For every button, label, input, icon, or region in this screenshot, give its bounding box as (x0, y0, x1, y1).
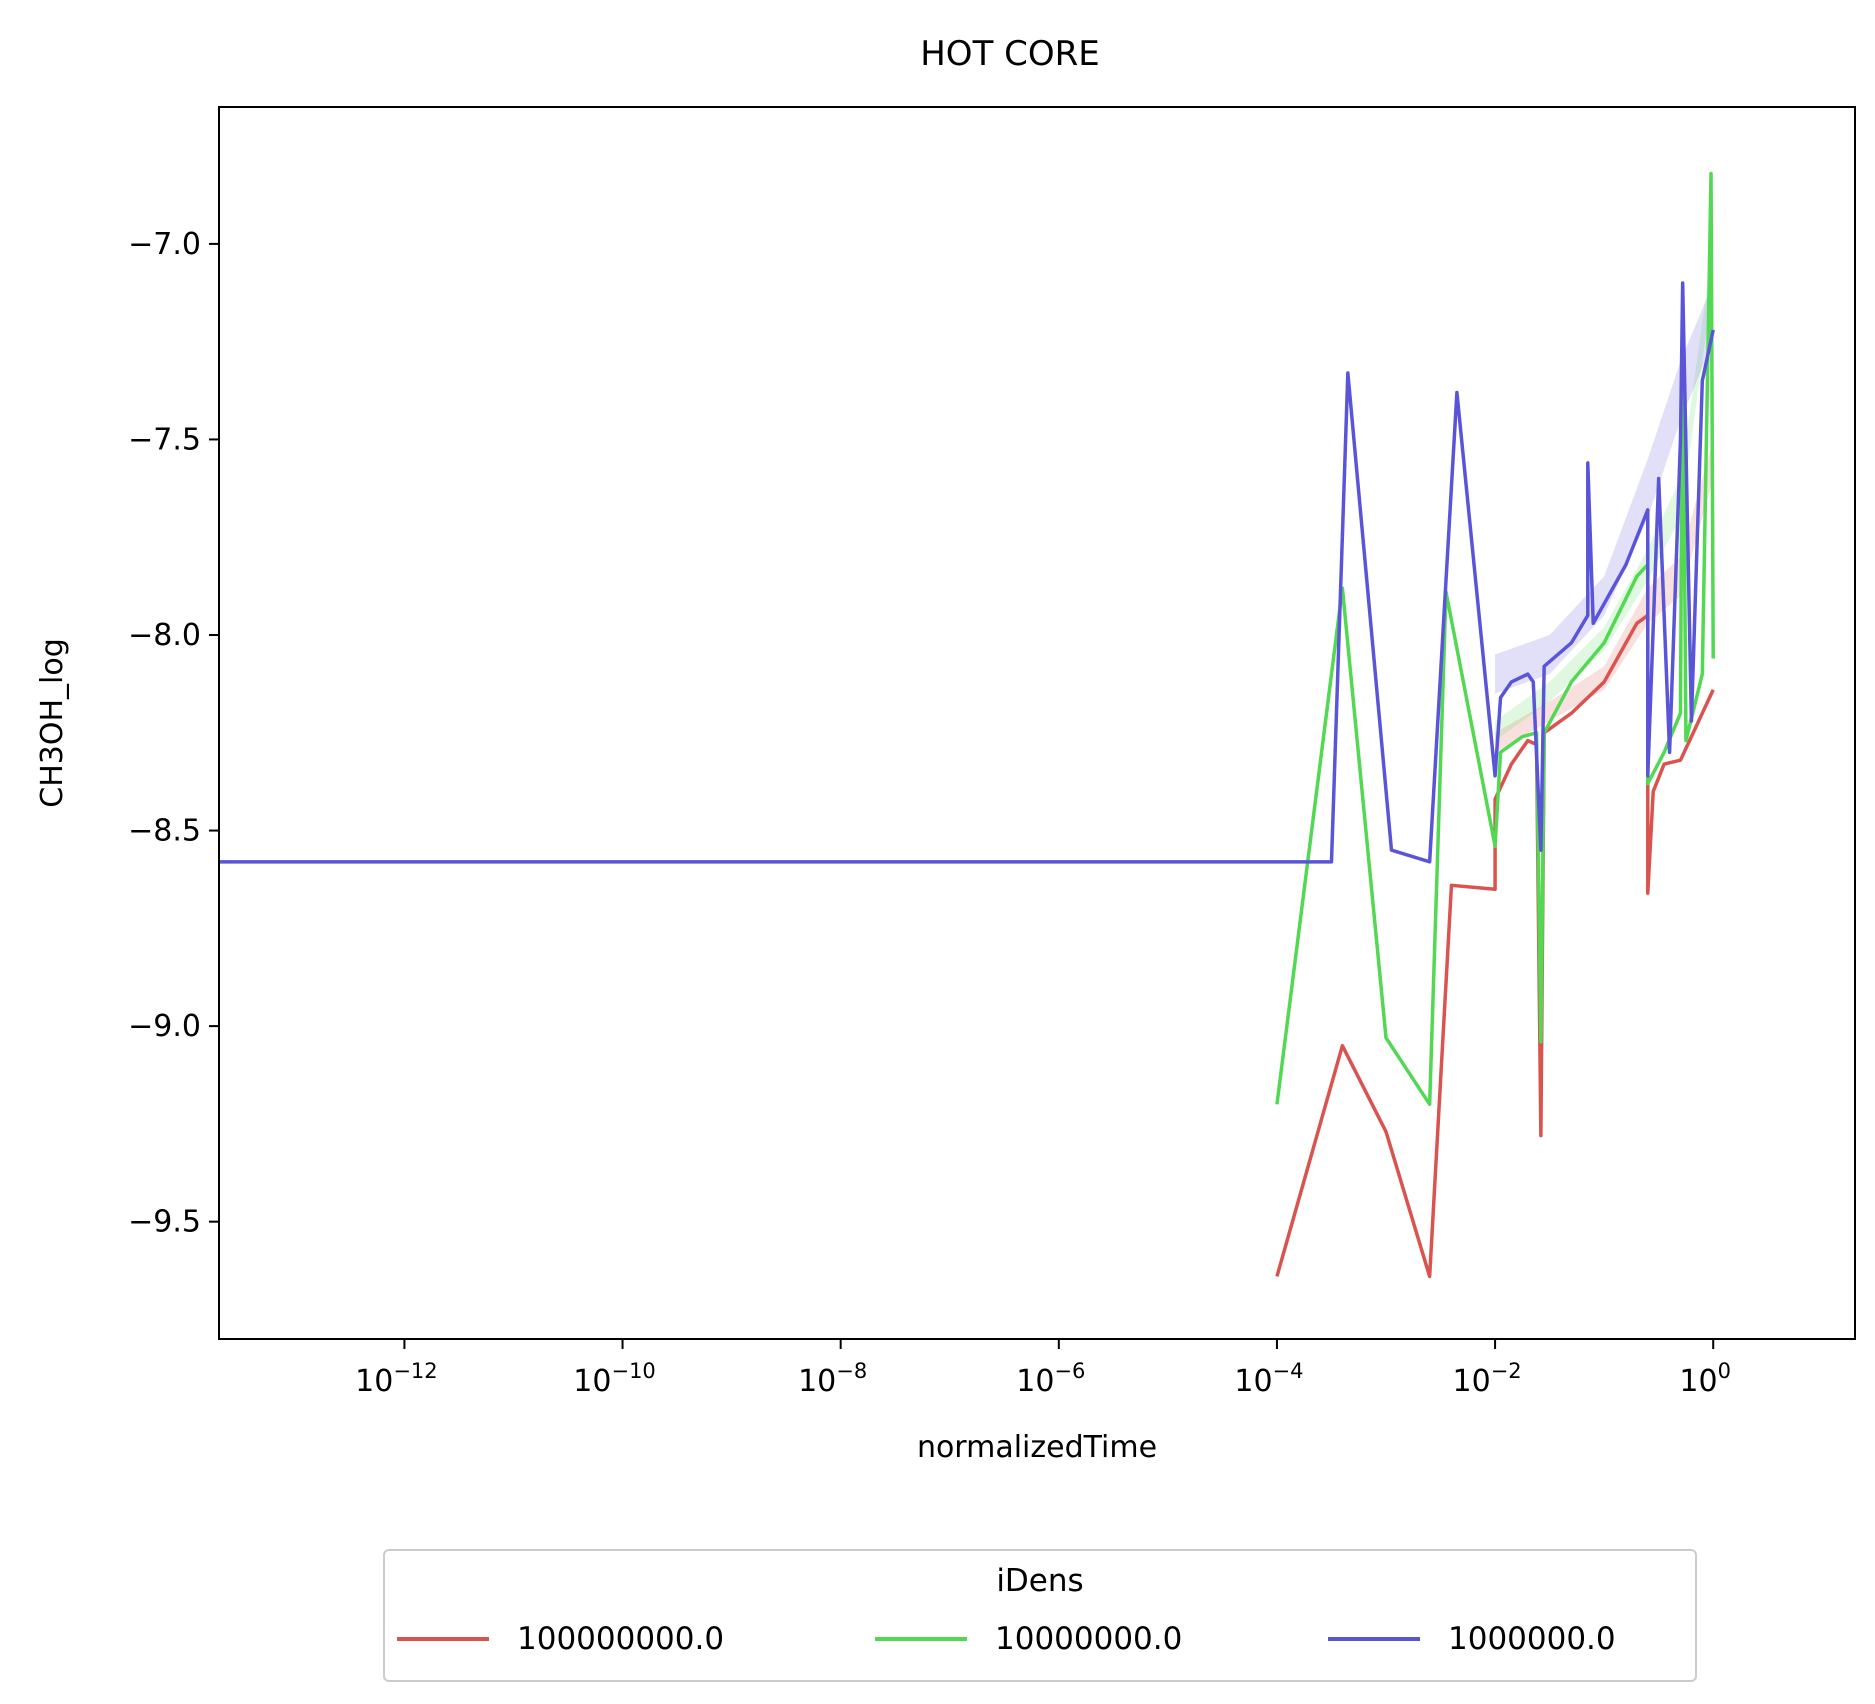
x-tick-label: 10−4 (1234, 1359, 1303, 1399)
legend-title: iDens (996, 1563, 1084, 1599)
legend-swatch-2 (875, 1637, 967, 1641)
x-tick-label: 10−2 (1453, 1359, 1522, 1399)
y-tick-label: −8.0 (128, 618, 201, 653)
x-axis-label: normalizedTime (917, 1430, 1157, 1465)
legend-label-2: 10000000.0 (995, 1621, 1183, 1657)
y-tick-label: −7.0 (128, 227, 201, 262)
plot-frame (218, 106, 1856, 1340)
band-series-3 (1495, 283, 1714, 694)
legend-label-3: 1000000.0 (1448, 1621, 1616, 1657)
legend-entry-1: 100000000.0 (397, 1617, 724, 1661)
x-tick-label: 10−12 (355, 1359, 438, 1399)
y-axis-ticks: −7.0 −7.5 −8.0 −8.5 −9.0 −9.5 (128, 227, 219, 1240)
x-tick-label: 100 (1679, 1359, 1731, 1399)
y-axis-label: CH3OH_log (35, 638, 70, 808)
legend-entry-3: 1000000.0 (1328, 1617, 1616, 1661)
x-tick-label: 10−8 (798, 1359, 867, 1399)
legend-entry-2: 10000000.0 (875, 1617, 1182, 1661)
y-tick-label: −7.5 (128, 422, 201, 457)
legend-label-1: 100000000.0 (517, 1621, 725, 1657)
y-tick-label: −9.0 (128, 1009, 201, 1044)
x-tick-label: 10−6 (1016, 1359, 1085, 1399)
x-axis-ticks: 10−12 10−10 10−8 10−6 10−4 10−2 100 (355, 1339, 1731, 1399)
legend-swatch-3 (1328, 1637, 1420, 1641)
y-tick-label: −8.5 (128, 814, 201, 849)
legend: iDens 100000000.0 10000000.0 1000000.0 (383, 1549, 1697, 1682)
x-tick-label: 10−10 (573, 1359, 656, 1399)
series-lines (219, 171, 1715, 1279)
chart-title: HOT CORE (920, 34, 1100, 74)
y-tick-label: −9.5 (128, 1205, 201, 1240)
line-series-3 (219, 281, 1715, 864)
legend-swatch-1 (397, 1637, 489, 1641)
band-series-1 (1495, 439, 1714, 753)
